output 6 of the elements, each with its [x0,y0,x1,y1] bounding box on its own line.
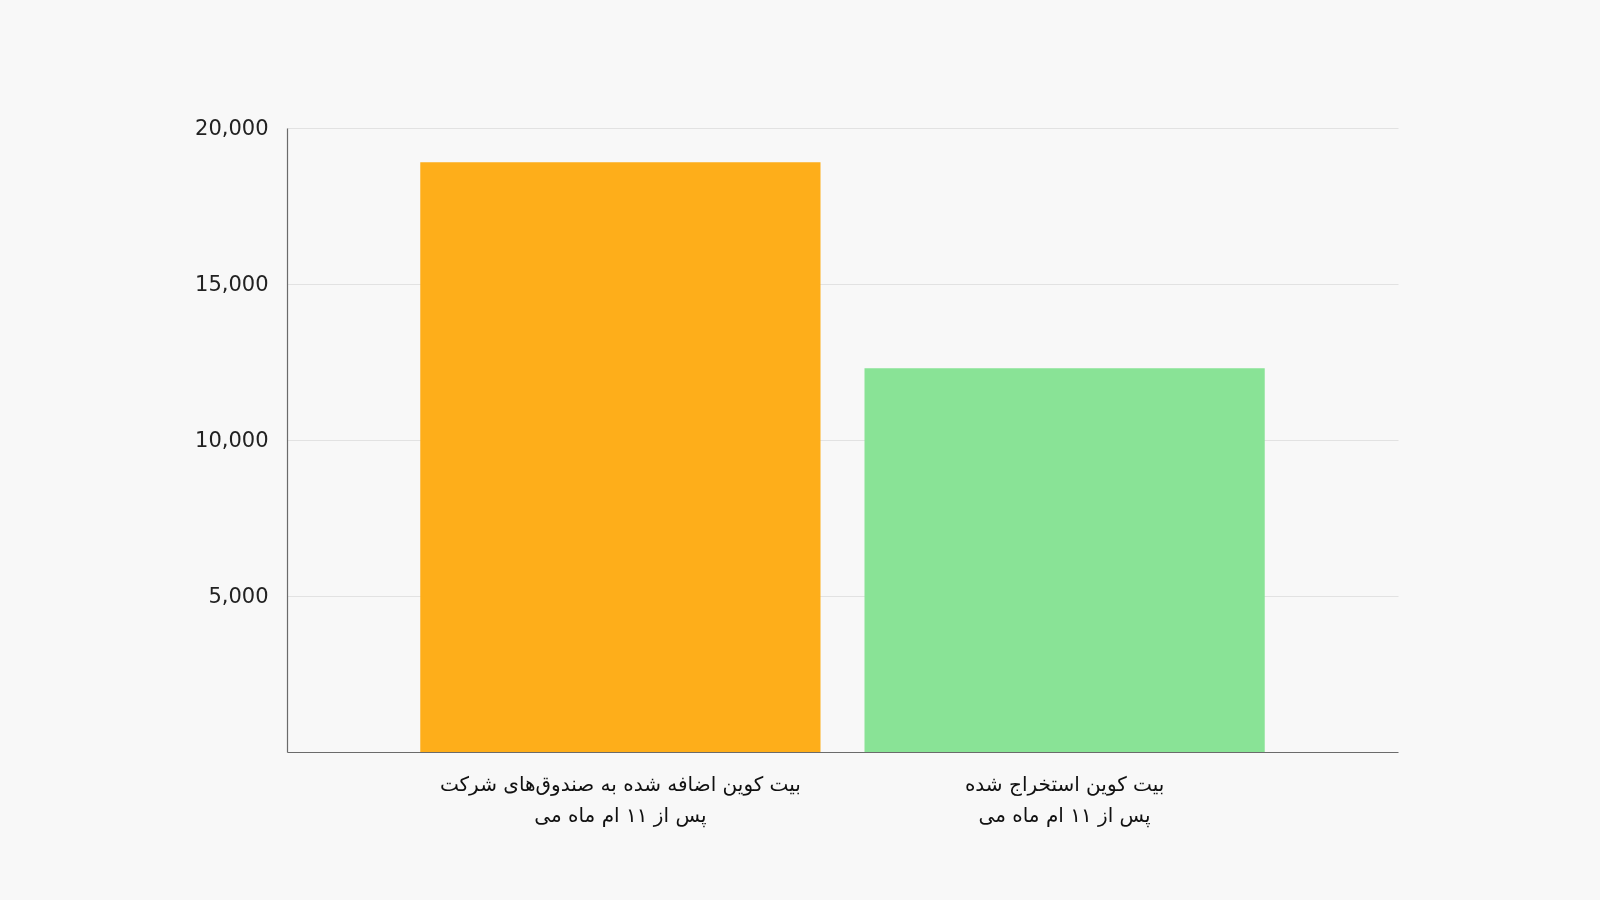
y-tick-label: 10,000 [195,427,269,452]
y-tick-label: 5,000 [208,583,269,608]
x-tick-label: بیت کوین استخراج شده پس از ۱۱ ام ماه می [964,771,1165,828]
x-tick-label: بیت کوین اضافه شده به صندوق‌های شرکت پس از ۱۱ ام ماه می [439,771,801,828]
y-tick-label: 20,000 [195,115,269,140]
y-tick-label: 15,000 [195,271,269,296]
